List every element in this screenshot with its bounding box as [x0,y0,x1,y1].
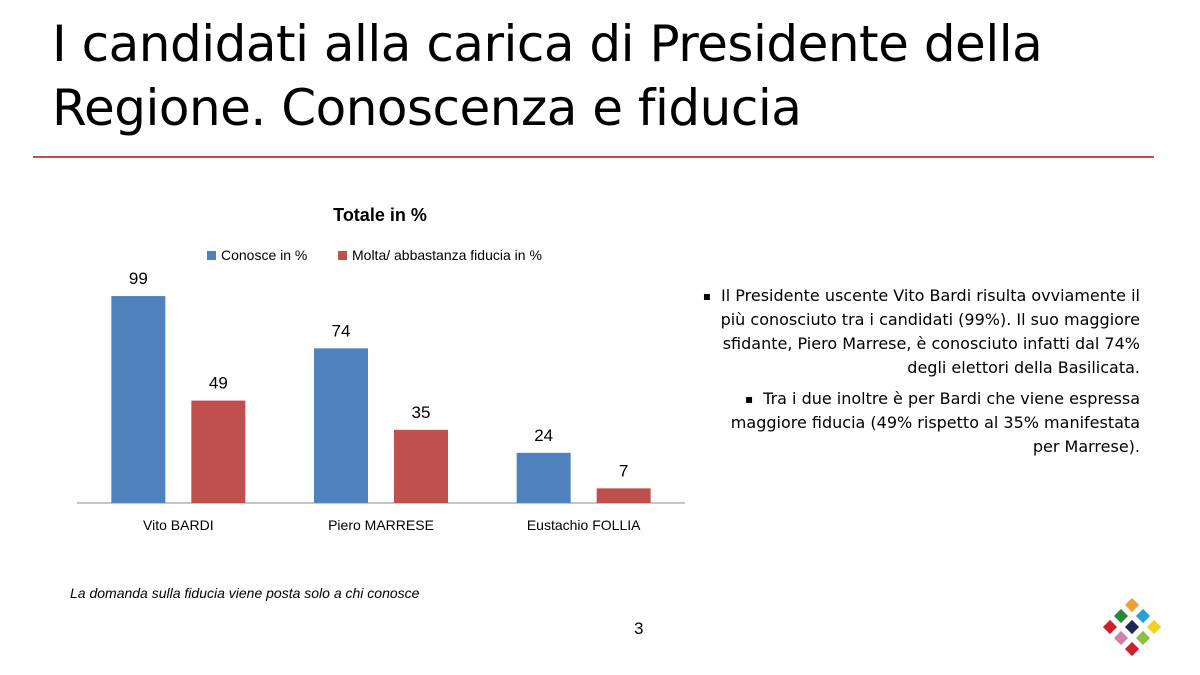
bar [394,429,448,503]
data-label: 49 [209,374,228,393]
commentary-bullet-2: ▪ Tra i due inoltre è per Bardi che viene… [700,387,1140,459]
legend-label: Conosce in % [221,247,307,263]
square-bullet-icon: ▪ [745,392,754,406]
legend-swatch [338,251,347,260]
data-label: 74 [332,321,351,340]
bar [516,452,571,503]
legend-swatch [207,251,216,260]
page-number: 3 [634,619,644,638]
chart-title: Totale in % [333,205,427,225]
commentary-text-1: Il Presidente uscente Vito Bardi risulta… [720,286,1140,377]
colored-diamonds-logo-icon [1102,598,1162,657]
title-divider [33,156,1154,158]
footnote: La domanda sulla fiducia viene posta sol… [70,585,420,601]
x-tick-label: Eustachio FOLLIA [527,517,641,533]
commentary-bullet-1: ▪ Il Presidente uscente Vito Bardi risult… [700,284,1140,380]
data-label: 24 [534,426,553,445]
square-bullet-icon: ▪ [702,289,712,303]
x-tick-label: Piero MARRESE [328,517,434,533]
bar [596,488,651,503]
slide-title: I candidati alla carica di Presidente de… [52,15,1043,137]
bar [314,348,368,503]
x-tick-label: Vito BARDI [143,517,214,533]
data-label: 99 [129,269,148,288]
bar-chart: Totale in % Conosce in % Molta/ abbastanza… [77,205,685,533]
bar [191,400,246,503]
commentary: ▪ Il Presidente uscente Vito Bardi risult… [700,284,1140,466]
data-label: 35 [412,403,431,422]
bar [111,296,166,503]
commentary-text-2: Tra i due inoltre è per Bardi che viene … [730,389,1140,456]
legend-label: Molta/ abbastanza fiducia in % [352,247,542,263]
data-label: 7 [619,461,628,480]
